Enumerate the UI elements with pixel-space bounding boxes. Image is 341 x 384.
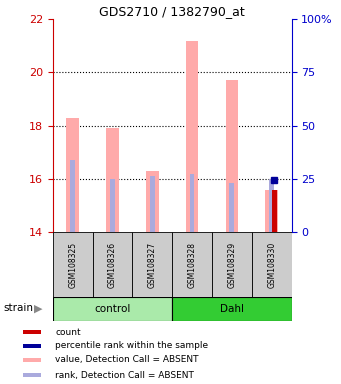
Bar [252,232,292,298]
Bar [272,190,277,232]
Bar [186,41,198,232]
Bar [190,174,194,232]
Bar [23,373,41,377]
Bar [53,297,172,321]
Bar [172,232,212,298]
Title: GDS2710 / 1382790_at: GDS2710 / 1382790_at [99,5,245,18]
Text: percentile rank within the sample: percentile rank within the sample [55,341,208,351]
Bar [212,232,252,298]
Text: GSM108329: GSM108329 [227,242,236,288]
Text: GSM108330: GSM108330 [267,242,276,288]
Bar [269,179,274,232]
Bar [23,330,41,334]
Text: strain: strain [3,303,33,313]
Text: ▶: ▶ [34,303,43,313]
Text: control: control [94,304,131,314]
Text: value, Detection Call = ABSENT: value, Detection Call = ABSENT [55,356,199,364]
Bar [23,344,41,348]
Bar [132,232,172,298]
Bar [172,297,292,321]
Bar [146,171,159,232]
Bar [70,161,75,232]
Bar [150,176,155,232]
Bar [265,190,278,232]
Bar [106,128,119,232]
Bar [229,183,234,232]
Text: Dahl: Dahl [220,304,244,314]
Bar [225,81,238,232]
Text: GSM108325: GSM108325 [68,242,77,288]
Bar [110,179,115,232]
Text: GSM108327: GSM108327 [148,242,157,288]
Text: GSM108326: GSM108326 [108,242,117,288]
Bar [23,358,41,362]
Bar [53,232,93,298]
Text: rank, Detection Call = ABSENT: rank, Detection Call = ABSENT [55,371,194,380]
Bar [93,232,132,298]
Text: GSM108328: GSM108328 [188,242,197,288]
Text: count: count [55,328,81,336]
Bar [66,118,79,232]
